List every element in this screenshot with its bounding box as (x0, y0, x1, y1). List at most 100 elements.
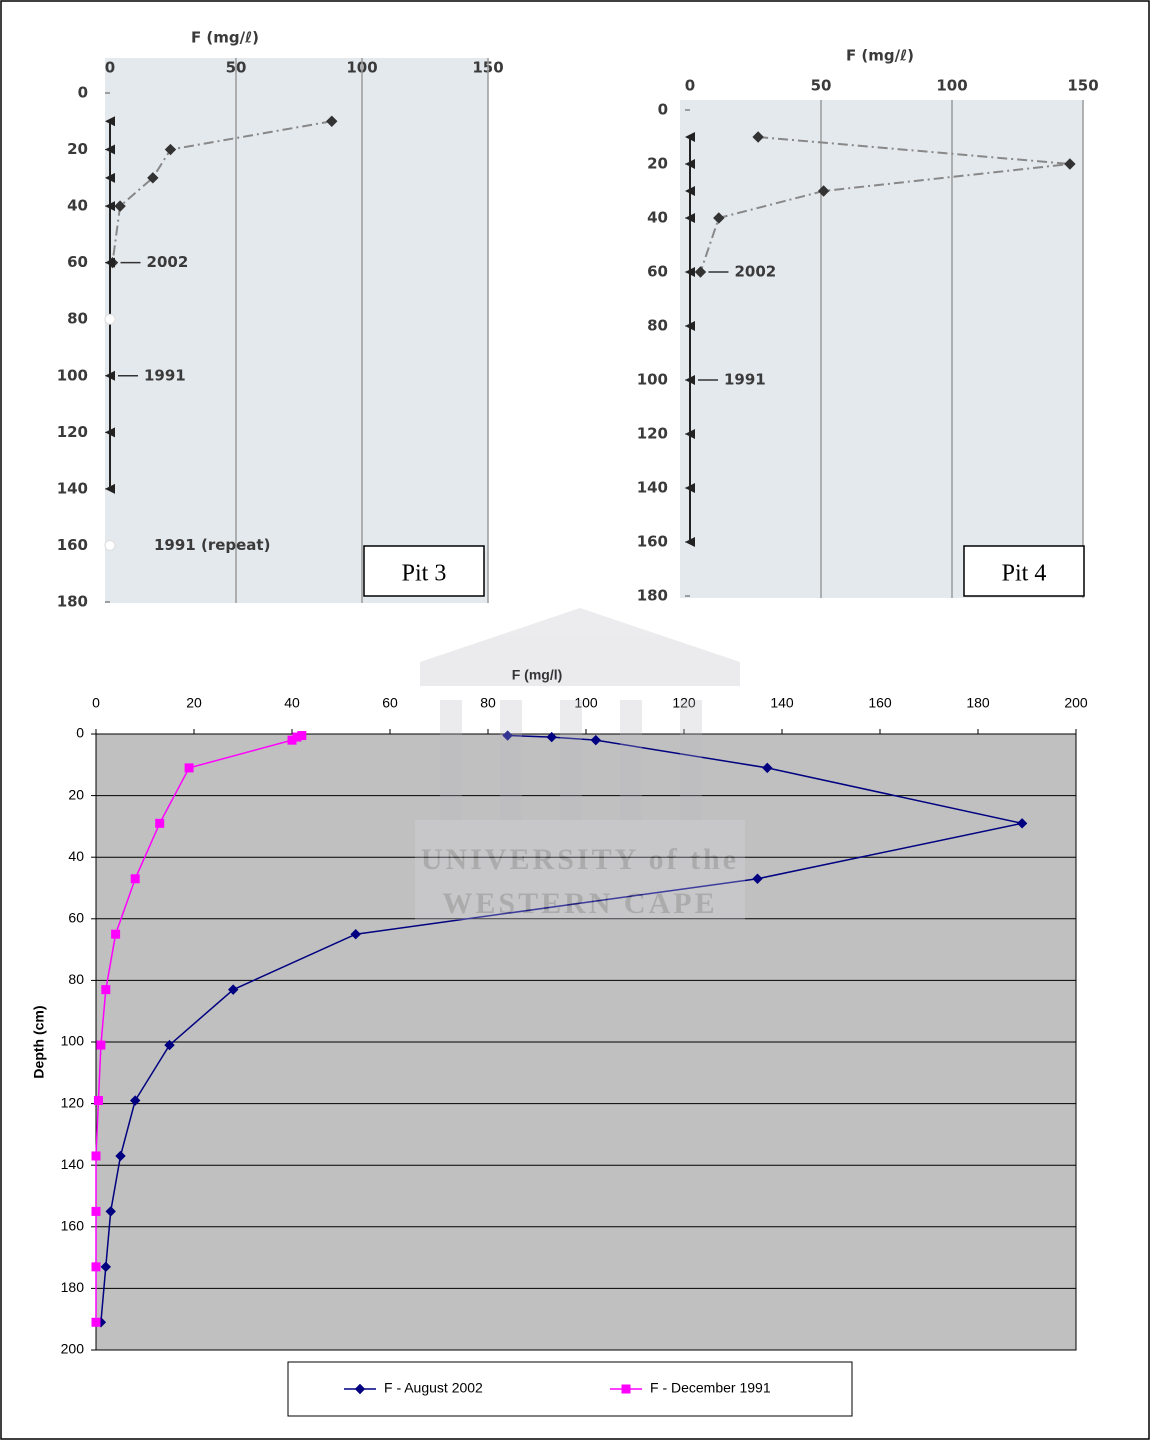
y-tick-label: 120 (637, 425, 668, 443)
series-label: 1991 (144, 366, 186, 384)
marker (685, 132, 695, 142)
series-label: 1991 (724, 371, 766, 389)
marker (104, 539, 116, 551)
marker (621, 1384, 631, 1394)
watermark-roof (420, 608, 740, 662)
y-tick-label: 180 (61, 1279, 85, 1295)
series-line (95, 734, 303, 1323)
watermark-column (500, 700, 522, 820)
series-label: 2002 (734, 263, 776, 281)
marker (93, 1096, 103, 1106)
x-tick-label: 60 (382, 695, 398, 711)
y-tick-label: 160 (57, 536, 88, 554)
y-tick-label: 180 (637, 587, 668, 605)
marker (326, 115, 338, 127)
y-tick-label: 160 (637, 533, 668, 551)
watermark-entablature (420, 662, 740, 686)
y-tick-label: 100 (61, 1033, 85, 1049)
marker (96, 1040, 106, 1050)
watermark-column (560, 700, 582, 820)
marker (105, 201, 115, 212)
marker (91, 1151, 101, 1161)
y-tick-label: 180 (57, 593, 88, 611)
marker (105, 427, 115, 438)
marker (287, 735, 297, 745)
marker (685, 321, 695, 331)
y-tick-label: 60 (68, 910, 84, 926)
marker (100, 1261, 112, 1273)
x-tick-label: 120 (672, 695, 696, 711)
marker (713, 212, 725, 224)
y-tick-label: 20 (647, 155, 668, 173)
marker (502, 730, 513, 741)
series-label: 1991 (repeat) (154, 536, 270, 554)
x-tick-label: 100 (574, 695, 598, 711)
x-tick-label: 0 (92, 695, 100, 711)
x-tick-label: 140 (770, 695, 794, 711)
marker (685, 159, 695, 169)
y-tick-label: 120 (57, 423, 88, 441)
marker (105, 116, 115, 127)
marker (164, 1039, 175, 1051)
marker (130, 874, 140, 884)
y-tick-label: 160 (61, 1218, 85, 1234)
marker (227, 984, 239, 995)
legend-label: F - August 2002 (384, 1380, 483, 1396)
watermark-column (680, 700, 702, 820)
annotation-box (963, 545, 1085, 597)
marker (685, 429, 695, 439)
y-tick-label: 20 (67, 140, 88, 158)
x-tick-label: 50 (811, 77, 832, 95)
x-tick-label: 40 (284, 695, 300, 711)
marker (590, 734, 602, 746)
marker (297, 731, 307, 741)
marker (546, 731, 557, 743)
series-label: 2002 (147, 253, 189, 271)
marker (105, 483, 115, 494)
marker (105, 370, 115, 381)
plot-area (680, 100, 1083, 598)
watermark-column (440, 700, 462, 820)
marker (685, 483, 695, 493)
x-tick-label: 80 (480, 695, 496, 711)
marker (685, 213, 695, 223)
marker (147, 172, 159, 184)
axis-title: F (mg/ℓ) (846, 47, 914, 65)
axis-title: F (mg/ℓ) (191, 29, 259, 47)
marker (105, 144, 115, 155)
marker (1064, 158, 1076, 170)
y-tick-label: 140 (57, 479, 88, 497)
y-tick-label: 80 (68, 971, 84, 987)
marker (91, 1206, 101, 1216)
marker (105, 172, 115, 183)
marker (350, 928, 361, 940)
x-tick-label: 200 (1064, 695, 1088, 711)
marker (685, 267, 695, 277)
x-tick-label: 100 (936, 77, 967, 95)
marker (1016, 818, 1028, 829)
watermark: UNIVERSITY of the WESTERN CAPE (415, 608, 745, 920)
marker (105, 1206, 116, 1217)
marker (91, 1262, 101, 1272)
y-tick-label: 200 (61, 1341, 85, 1357)
series-line (100, 734, 1023, 1323)
marker (111, 929, 121, 939)
watermark-base (415, 820, 745, 920)
y-tick-label: 0 (658, 101, 668, 119)
y-tick-label: 40 (647, 209, 668, 227)
y-tick-label: 60 (647, 263, 668, 281)
legend-box (287, 1361, 853, 1417)
y-tick-label: 60 (67, 253, 88, 271)
annotation: Pit 4 (1002, 561, 1047, 587)
marker (817, 185, 830, 197)
marker (115, 1150, 126, 1162)
watermark-column (620, 700, 642, 820)
marker (184, 763, 194, 773)
marker (164, 143, 177, 156)
marker (685, 186, 695, 196)
marker (91, 1317, 101, 1327)
marker (752, 131, 764, 143)
x-tick-label: 150 (1067, 77, 1098, 95)
marker (292, 732, 302, 742)
axis-title: Depth (cm) (31, 1005, 47, 1078)
